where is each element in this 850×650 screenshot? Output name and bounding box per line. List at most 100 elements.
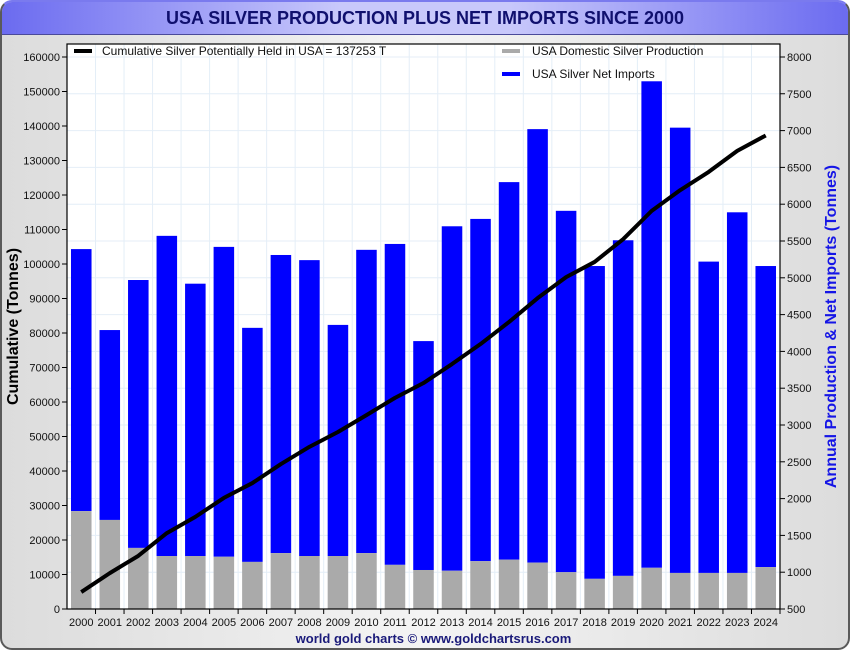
legend-swatch-cumulative: [74, 49, 92, 53]
x-tick-label: 2022: [696, 617, 720, 629]
bar-net-imports-2018: [584, 266, 605, 579]
bar-net-imports-2019: [612, 240, 634, 576]
x-tick-label: 2011: [383, 617, 407, 629]
bar-production-2017: [555, 572, 577, 609]
x-tick-label: 2016: [525, 617, 549, 629]
axes-group: 0 10000 20000 30000 40000 50000 60000 70000 8000…: [23, 43, 811, 629]
x-tick-label: 2002: [126, 617, 150, 629]
bar-net-imports-2008: [299, 260, 320, 557]
bar-production-2012: [413, 569, 434, 609]
x-tick-label: 2010: [354, 617, 378, 629]
y-left-tick-label: 80000: [29, 328, 60, 340]
x-tick-label: 2008: [297, 617, 321, 629]
y-right-tick-label: 2500: [787, 457, 811, 469]
chart-title: USA SILVER PRODUCTION PLUS NET IMPORTS S…: [2, 2, 848, 35]
y-left-tick-label: 110000: [24, 225, 60, 237]
bar-production-2004: [185, 556, 206, 609]
y-right-tick-label: 6000: [787, 199, 811, 211]
y-right-tick-label: 500: [787, 604, 805, 616]
x-tick-label: 2012: [411, 617, 435, 629]
y-right-tick-label: 5000: [787, 273, 811, 285]
x-tick-label: 2007: [269, 617, 293, 629]
bar-net-imports-2021: [669, 127, 691, 573]
x-tick-label: 2004: [183, 617, 207, 629]
y-axis-left-title: Cumulative (Tonnes): [5, 248, 22, 405]
y-left-tick-label: 70000: [29, 363, 60, 375]
bar-net-imports-2012: [413, 341, 434, 570]
bar-net-imports-2009: [327, 324, 349, 557]
y-left-tick-label: 50000: [29, 432, 60, 444]
bar-production-2020: [641, 567, 662, 609]
bar-net-imports-2015: [498, 182, 520, 560]
bar-net-imports-2001: [99, 330, 121, 520]
bar-production-2005: [213, 556, 235, 609]
bar-production-2008: [299, 556, 320, 609]
bar-production-2022: [698, 572, 719, 609]
y-left-tick-label: 150000: [23, 87, 60, 99]
bar-net-imports-2024: [755, 266, 777, 568]
bar-production-2019: [612, 575, 634, 609]
x-tick-label: 2018: [582, 617, 606, 629]
bar-net-imports-2014: [470, 218, 491, 562]
y-left-tick-label: 0: [54, 604, 60, 616]
y-right-tick-label: 7000: [787, 126, 811, 138]
bar-net-imports-2004: [185, 283, 206, 557]
bar-net-imports-2023: [726, 212, 748, 573]
bar-net-imports-2022: [698, 261, 719, 573]
x-tick-label: 2015: [497, 617, 521, 629]
y-left-tick-label: 40000: [29, 466, 60, 478]
x-tick-label: 2020: [639, 617, 663, 629]
y-right-tick-label: 5500: [787, 236, 811, 248]
bar-production-2016: [527, 562, 548, 609]
legend-label-cumulative: Cumulative Silver Potentially Held in US…: [102, 44, 387, 58]
bar-net-imports-2020: [641, 81, 662, 568]
y-right-tick-label: 3000: [787, 420, 811, 432]
x-tick-label: 2023: [725, 617, 749, 629]
bar-production-2007: [270, 553, 292, 609]
bar-production-2011: [384, 564, 406, 609]
y-left-tick-label: 100000: [23, 259, 60, 271]
legend-label-imports: USA Silver Net Imports: [532, 67, 655, 81]
bar-net-imports-2003: [156, 235, 178, 557]
bar-net-imports-2006: [242, 327, 263, 562]
y-left-tick-label: 130000: [23, 156, 60, 168]
bar-production-2013: [441, 570, 463, 609]
y-left-tick-label: 160000: [23, 52, 60, 64]
bar-production-2021: [669, 572, 691, 609]
bar-net-imports-2017: [555, 210, 577, 573]
bar-production-2001: [99, 519, 121, 609]
x-tick-label: 2013: [440, 617, 464, 629]
x-tick-label: 2006: [240, 617, 264, 629]
x-tick-label: 2014: [468, 617, 492, 629]
y-right-tick-label: 4000: [787, 346, 811, 358]
x-tick-label: 2021: [668, 617, 692, 629]
x-tick-label: 2003: [155, 617, 179, 629]
bar-net-imports-2011: [384, 243, 406, 565]
bar-production-2018: [584, 578, 605, 609]
bar-production-2010: [356, 553, 377, 609]
bar-production-2009: [327, 556, 349, 609]
y-right-tick-label: 4500: [787, 310, 811, 322]
y-right-tick-label: 6500: [787, 162, 811, 174]
bar-net-imports-2013: [441, 226, 463, 571]
bar-production-2003: [156, 556, 178, 609]
bar-net-imports-2005: [213, 246, 235, 557]
bar-production-2006: [242, 561, 263, 609]
legend-swatch-production: [502, 49, 520, 53]
y-left-tick-label: 60000: [29, 397, 60, 409]
y-left-tick-label: 30000: [29, 501, 60, 513]
y-left-tick-label: 10000: [29, 570, 60, 582]
bar-production-2015: [498, 559, 520, 609]
legend-swatch-imports: [502, 72, 520, 76]
y-left-tick-label: 120000: [23, 190, 60, 202]
y-right-tick-label: 8000: [787, 52, 811, 64]
x-tick-label: 2019: [611, 617, 635, 629]
bar-net-imports-2010: [356, 249, 377, 554]
bar-production-2002: [128, 547, 149, 609]
legend-label-production: USA Domestic Silver Production: [532, 44, 703, 58]
cumulative-line-group: [80, 133, 767, 594]
bar-production-2000: [70, 511, 92, 609]
x-tick-label: 2001: [98, 617, 122, 629]
